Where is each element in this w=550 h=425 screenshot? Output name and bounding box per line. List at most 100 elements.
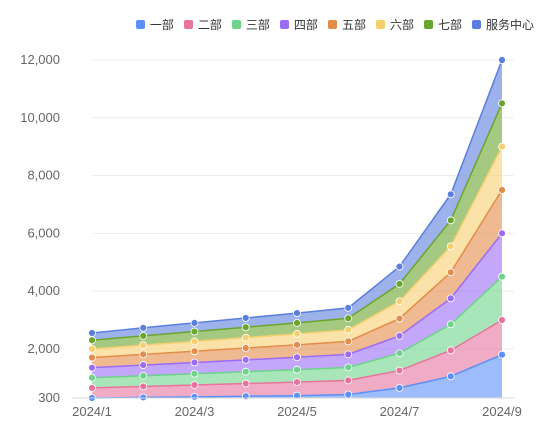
legend-label: 服务中心 — [485, 18, 534, 32]
data-point — [190, 358, 199, 367]
data-point — [293, 309, 301, 317]
data-point — [446, 242, 455, 251]
data-point — [88, 363, 96, 372]
y-tick-label: 6,000 — [27, 225, 60, 240]
data-point — [241, 344, 250, 352]
data-point — [293, 318, 301, 327]
data-point — [139, 350, 148, 359]
data-point — [344, 363, 353, 372]
data-point — [293, 391, 301, 400]
legend-label: 五部 — [341, 18, 366, 32]
data-point — [344, 390, 353, 399]
data-point — [139, 341, 148, 350]
legend-swatch — [327, 20, 337, 29]
data-point — [446, 216, 455, 225]
legend-swatch — [183, 20, 193, 29]
data-point — [190, 347, 199, 356]
x-tick-label: 2024/7 — [380, 404, 420, 419]
legend-item[interactable]: 二部 — [183, 16, 222, 33]
data-point — [498, 99, 506, 108]
data-point — [344, 303, 353, 312]
data-point — [344, 337, 353, 346]
data-point — [88, 353, 96, 362]
data-point — [498, 142, 506, 151]
legend-label: 六部 — [389, 18, 414, 32]
y-tick-label: 10,000 — [20, 110, 60, 125]
data-point — [241, 333, 250, 342]
y-tick-label: 8,000 — [27, 168, 60, 183]
data-point — [498, 229, 506, 238]
y-tick-label: 12,000 — [20, 52, 60, 67]
legend-item[interactable]: 四部 — [279, 16, 318, 33]
data-point — [293, 378, 301, 387]
data-point — [344, 376, 353, 385]
data-point — [190, 327, 199, 336]
data-point — [344, 314, 353, 323]
data-point — [395, 349, 404, 358]
legend-item[interactable]: 三部 — [231, 16, 270, 33]
data-point — [395, 331, 404, 340]
data-point — [395, 366, 404, 375]
legend-item[interactable]: 五部 — [327, 16, 366, 33]
data-point — [139, 393, 148, 402]
data-point — [139, 371, 148, 380]
legend-item[interactable]: 六部 — [375, 16, 414, 33]
data-point — [395, 297, 404, 306]
legend-label: 四部 — [293, 18, 318, 32]
data-point — [344, 325, 353, 334]
series-area — [92, 320, 502, 398]
legend-item[interactable]: 七部 — [423, 16, 462, 33]
y-tick-label: 2,000 — [27, 341, 60, 356]
data-point — [190, 318, 199, 327]
data-point — [344, 350, 353, 359]
y-tick-label: 300 — [38, 390, 60, 405]
data-point — [190, 381, 199, 389]
series-area — [92, 354, 502, 398]
data-point — [293, 365, 301, 374]
data-point — [241, 367, 250, 376]
data-point — [446, 346, 455, 355]
legend-label: 二部 — [197, 18, 222, 32]
data-point — [395, 279, 404, 288]
data-point — [446, 268, 455, 277]
data-point — [498, 56, 506, 64]
legend-item[interactable]: 一部 — [135, 16, 174, 33]
legend-item[interactable]: 服务中心 — [471, 16, 534, 33]
legend-swatch — [135, 20, 145, 29]
data-point — [241, 355, 250, 364]
data-point — [139, 361, 148, 369]
data-point — [446, 294, 455, 303]
data-point — [498, 350, 506, 359]
data-point — [88, 329, 96, 337]
data-point — [241, 314, 250, 322]
legend-swatch — [375, 20, 385, 29]
data-point — [498, 186, 506, 194]
x-tick-label: 2024/1 — [72, 404, 112, 419]
legend-swatch — [279, 20, 289, 29]
data-point — [190, 392, 199, 401]
data-point — [139, 331, 148, 340]
x-tick-label: 2024/3 — [175, 404, 215, 419]
legend: 一部 二部 三部 四部 五部 六部 七部 服务中心 — [135, 16, 534, 33]
legend-swatch — [231, 20, 241, 29]
data-point — [190, 337, 199, 346]
legend-label: 七部 — [437, 18, 462, 32]
data-point — [88, 383, 96, 392]
data-point — [241, 392, 250, 401]
data-point — [88, 373, 96, 382]
y-tick-label: 4,000 — [27, 283, 60, 298]
legend-swatch — [471, 20, 481, 29]
series-area — [92, 276, 502, 388]
data-point — [88, 336, 96, 345]
data-point — [446, 320, 455, 329]
data-point — [446, 190, 455, 199]
data-point — [395, 262, 404, 271]
legend-label: 三部 — [245, 18, 270, 32]
data-point — [395, 314, 404, 323]
x-tick-label: 2024/5 — [277, 404, 317, 419]
data-point — [241, 379, 250, 388]
data-point — [395, 383, 404, 392]
series-area — [92, 190, 502, 368]
